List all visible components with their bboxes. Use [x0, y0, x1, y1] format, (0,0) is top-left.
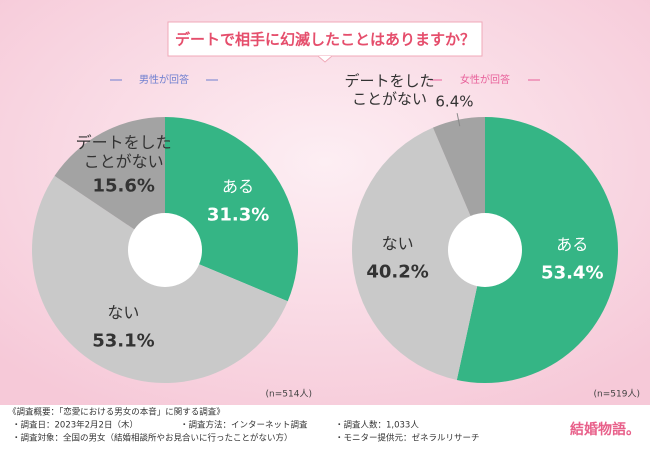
- value-label: 40.2%: [366, 261, 428, 282]
- pie-slice: [54, 117, 165, 250]
- pie-hole: [128, 213, 202, 287]
- category-label: ある: [222, 177, 254, 196]
- footer-item: ・調査方法：インターネット調査: [180, 420, 308, 431]
- sample-note: (n=519人): [594, 389, 640, 400]
- value-label: 31.3%: [207, 204, 269, 225]
- title: デートで相手に幻滅したことはありますか？: [175, 31, 475, 49]
- sample-note: (n=514人): [266, 389, 312, 400]
- value-label: 15.6%: [92, 176, 154, 197]
- leader-line: [456, 113, 461, 127]
- pie-title: 男性が回答: [139, 73, 189, 86]
- category-label: ない: [107, 303, 139, 322]
- category-label: ない: [382, 234, 414, 253]
- footer-item: ・調査人数：1,033人: [335, 420, 419, 431]
- footer-heading: 《調査概要：「恋愛における男女の本音」に関する調査》: [8, 407, 225, 418]
- category-label: ある: [556, 235, 588, 254]
- value-label: 53.4%: [541, 262, 603, 283]
- footer-item: ・モニター提供元：ゼネラルリサーチ: [335, 433, 480, 444]
- value-label: 6.4%: [435, 93, 473, 111]
- pie-title: 女性が回答: [460, 73, 510, 86]
- footer-item: ・調査日：2023年2月2日（木）: [12, 420, 138, 431]
- category-label: デートをしたことがない: [344, 72, 434, 108]
- logo: 結婚物語。: [570, 421, 640, 438]
- footer-bg: [0, 405, 650, 450]
- category-label: デートをしたことがない: [76, 132, 172, 170]
- title-pointer: [317, 55, 333, 63]
- pie-slice: [456, 117, 618, 383]
- pie-slice: [352, 127, 485, 380]
- footer-item: ・調査対象：全国の男女（結婚相談所やお見合いに行ったことがない方）: [12, 433, 293, 444]
- pie-hole: [448, 213, 522, 287]
- value-label: 53.1%: [92, 330, 154, 351]
